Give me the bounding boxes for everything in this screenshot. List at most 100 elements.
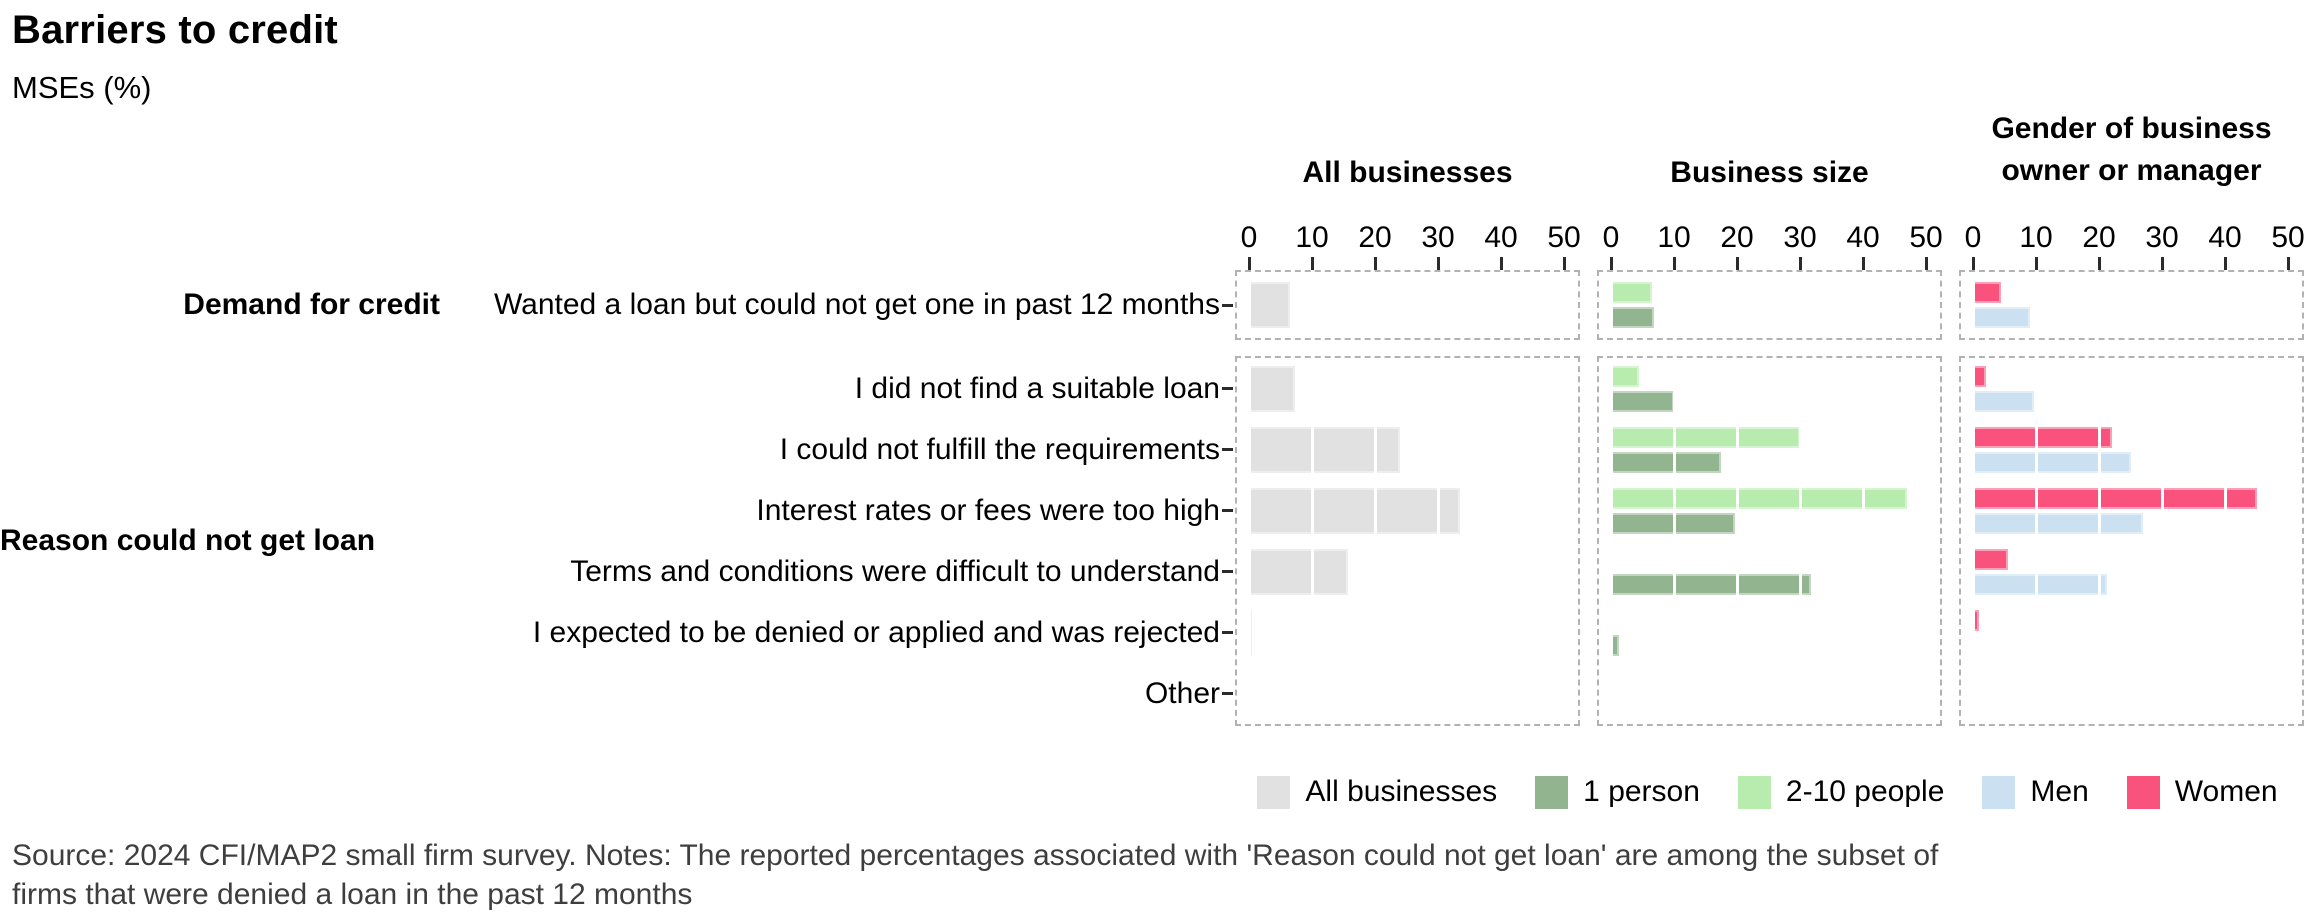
panel [1597, 270, 1942, 340]
category-label: Terms and conditions were difficult to u… [570, 554, 1220, 588]
x-axis-tick-mark [1609, 257, 1613, 270]
bar-women [1973, 365, 1987, 387]
legend: All businesses 1 person 2-10 people Men Wome… [1235, 768, 2300, 816]
panel-gridline [1798, 272, 1802, 338]
bar-men [1973, 307, 2030, 328]
legend-label: Men [2030, 775, 2089, 808]
legend-key-swatch [1982, 775, 2016, 809]
x-axis-tick-label: 0 [1240, 221, 1258, 254]
bar-all-businesses [1249, 282, 1290, 328]
bar-2-10-people [1611, 282, 1652, 303]
panel-gridline [1861, 272, 1865, 338]
panel-gridline [1672, 358, 1676, 724]
bar-men [1973, 573, 2108, 595]
x-axis-tick-mark [1971, 257, 1975, 270]
panel-gridline [1373, 358, 1377, 724]
panel-gridline [1798, 358, 1802, 724]
category-tick-mark [1222, 570, 1233, 573]
x-axis-tick-label: 20 [2082, 221, 2116, 254]
bar-1-person [1611, 451, 1722, 473]
category-tick-mark [1222, 509, 1233, 512]
panel [1959, 270, 2304, 340]
x-axis-tick-mark [2223, 257, 2227, 270]
category-label: Wanted a loan but could not get one in p… [493, 288, 1220, 321]
bar-men [1973, 451, 2131, 473]
bar-2-10-people [1611, 426, 1800, 448]
panel-gridline [1735, 272, 1739, 338]
panel-gridline [1609, 358, 1613, 724]
x-axis-tick-mark [2034, 257, 2038, 270]
panel-gridline [2160, 272, 2164, 338]
category-label: I could not fulfill the requirements [779, 432, 1220, 466]
legend-label: All businesses [1305, 775, 1498, 808]
x-axis-tick-mark [1436, 257, 1440, 270]
bar-1-person [1611, 634, 1619, 656]
x-axis-tick-mark [1499, 257, 1503, 270]
category-tick-mark [1222, 692, 1233, 695]
x-axis-tick-label: 10 [2019, 221, 2053, 254]
panel-gridline [1562, 272, 1566, 338]
x-axis-tick-mark [1861, 257, 1865, 270]
x-axis-tick-label: 50 [1909, 221, 1943, 254]
x-axis-tick-label: 50 [2271, 221, 2304, 254]
panel [1597, 356, 1942, 726]
panel-gridline [1310, 358, 1314, 724]
legend-key-swatch [1257, 775, 1291, 809]
category-label: Other [1144, 676, 1220, 710]
panel-title-line: All businesses [1302, 156, 1513, 189]
source-line: Source: 2024 CFI/MAP2 small firm survey.… [12, 839, 1939, 872]
panel-gridline [2034, 272, 2038, 338]
x-axis-tick-label: 20 [1720, 221, 1754, 254]
legend-label: 1 person [1583, 775, 1700, 808]
panel-gridline [1499, 272, 1503, 338]
panel-gridline [2223, 272, 2227, 338]
legend-item: 2-10 people [1737, 775, 1944, 809]
legend-item: Women [2126, 775, 2278, 809]
x-axis-tick-mark [1310, 257, 1314, 270]
x-axis-tick-label: 0 [1964, 221, 1982, 254]
panel [1235, 356, 1580, 726]
panel-title-line: Business size [1670, 156, 1869, 189]
legend-key-swatch [1535, 775, 1569, 809]
source-note: Source: 2024 CFI/MAP2 small firm survey.… [12, 836, 1938, 914]
x-axis-tick-mark [1924, 257, 1928, 270]
panel-gridline [1373, 272, 1377, 338]
facet-strip-label: Reason could not get loan [0, 524, 376, 557]
bar-all-businesses [1249, 548, 1348, 595]
chart-title: Barriers to credit [12, 8, 338, 52]
x-axis-tick-mark [1798, 257, 1802, 270]
x-axis-tick-mark [1672, 257, 1676, 270]
x-axis-tick-mark [1735, 257, 1739, 270]
legend-label: Women [2174, 775, 2278, 808]
category-tick-mark [1222, 387, 1233, 390]
panel-gridline [1971, 272, 1975, 338]
category-label: Interest rates or fees were too high [756, 493, 1220, 527]
bar-all-businesses [1249, 487, 1461, 534]
legend-key-swatch [1737, 775, 1771, 809]
x-axis-tick-mark [1562, 257, 1566, 270]
panel-gridline [1436, 358, 1440, 724]
bar-2-10-people [1611, 487, 1908, 509]
panel-gridline [1562, 358, 1566, 724]
panel-gridline [2034, 358, 2038, 724]
bar-all-businesses [1249, 609, 1253, 656]
legend-item: Men [1982, 775, 2089, 809]
panel-gridline [2097, 272, 2101, 338]
bar-1-person [1611, 307, 1654, 328]
panel-title: All businesses [1235, 152, 1580, 194]
category-label: I expected to be denied or applied and w… [532, 615, 1220, 649]
panel-gridline [1247, 358, 1251, 724]
category-tick-mark [1222, 631, 1233, 634]
x-axis-tick-label: 30 [1783, 221, 1817, 254]
x-axis-tick-mark [2160, 257, 2164, 270]
panel-title-line: Gender of business [1991, 112, 2272, 145]
panel-title: Business size [1597, 152, 1942, 194]
panel-gridline [2160, 358, 2164, 724]
panel-gridline [1609, 272, 1613, 338]
panel-gridline [1861, 358, 1865, 724]
category-label: I did not find a suitable loan [854, 371, 1220, 405]
panel-gridline [1924, 358, 1928, 724]
source-line: firms that were denied a loan in the pas… [12, 878, 693, 911]
category-tick-mark [1222, 448, 1233, 451]
